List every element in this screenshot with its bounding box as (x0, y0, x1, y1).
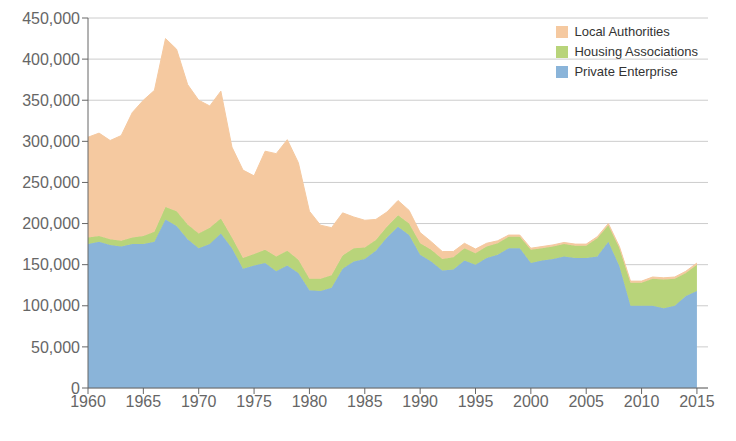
svg-text:0: 0 (71, 380, 80, 397)
html-text:Housing Associations: Housing Associations (574, 44, 698, 59)
svg-text:1965: 1965 (126, 393, 162, 410)
svg-text:400,000: 400,000 (22, 51, 80, 68)
svg-text:1990: 1990 (402, 393, 438, 410)
html-text:Local Authorities: Local Authorities (574, 24, 670, 39)
svg-text:1985: 1985 (347, 393, 383, 410)
svg-text:2010: 2010 (624, 393, 660, 410)
svg-text:1995: 1995 (458, 393, 494, 410)
svg-text:1980: 1980 (292, 393, 328, 410)
svg-text:200,000: 200,000 (22, 215, 80, 232)
svg-text:1975: 1975 (236, 393, 272, 410)
svg-text:1970: 1970 (181, 393, 217, 410)
svg-text:350,000: 350,000 (22, 92, 80, 109)
svg-text:450,000: 450,000 (22, 10, 80, 27)
svg-text:250,000: 250,000 (22, 174, 80, 191)
html-text:Private Enterprise: Private Enterprise (574, 64, 678, 79)
svg-text:100,000: 100,000 (22, 297, 80, 314)
svg-text:150,000: 150,000 (22, 256, 80, 273)
svg-text:2015: 2015 (679, 393, 715, 410)
svg-text:50,000: 50,000 (31, 339, 80, 356)
svg-text:2005: 2005 (568, 393, 604, 410)
svg-text:1960: 1960 (70, 393, 106, 411)
svg-text:2000: 2000 (513, 393, 549, 410)
svg-text:300,000: 300,000 (22, 133, 80, 150)
